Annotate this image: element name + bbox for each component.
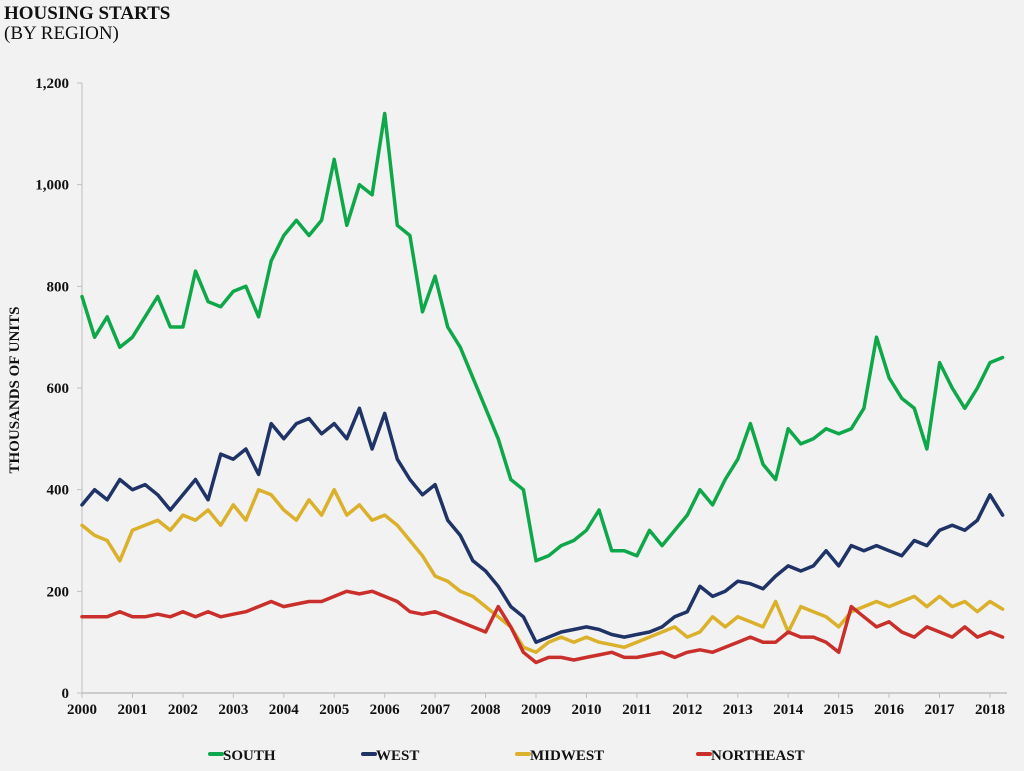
- x-tick-label: 2018: [975, 702, 1005, 718]
- legend: SOUTH WEST MIDWEST NORTHEAST: [208, 748, 805, 764]
- x-tick-label: 2014: [773, 702, 804, 718]
- legend-label: MIDWEST: [530, 748, 604, 764]
- x-tick-label: 2005: [319, 702, 349, 718]
- x-tick-label: 2000: [67, 702, 97, 718]
- x-tick-label: 2002: [168, 702, 198, 718]
- x-tick-label: 2010: [571, 702, 601, 718]
- x-tick-label: 2016: [874, 702, 905, 718]
- legend-label: SOUTH: [223, 748, 276, 764]
- y-tick-label: 800: [47, 279, 70, 295]
- x-tick-label: 2007: [420, 702, 451, 718]
- x-tick-label: 2001: [117, 702, 147, 718]
- series-line-west: [80, 406, 1005, 644]
- legend-item-west: WEST: [361, 748, 419, 764]
- series-lines: [80, 111, 1005, 665]
- x-tick-label: 2017: [925, 702, 956, 718]
- legend-label: NORTHEAST: [711, 748, 805, 764]
- legend-label: WEST: [376, 748, 419, 764]
- y-tick-label: 200: [47, 584, 70, 600]
- x-tick-label: 2008: [471, 702, 501, 718]
- legend-item-midwest: MIDWEST: [515, 748, 604, 764]
- y-axis-label: THOUSANDS OF UNITS: [7, 307, 23, 474]
- series-line-midwest: [80, 487, 1005, 655]
- chart-title: HOUSING STARTS: [4, 3, 171, 24]
- chart-subtitle: (BY REGION): [4, 23, 119, 44]
- legend-item-south: SOUTH: [208, 748, 276, 764]
- series-line-northeast: [80, 589, 1005, 665]
- x-tick-label: 2004: [269, 702, 300, 718]
- x-tick-label: 2009: [521, 702, 551, 718]
- y-tick-label: 400: [47, 483, 70, 499]
- y-tick-label: 1,000: [35, 178, 69, 194]
- axes: 0 200 400 600 800 1,000 1,200 2000 2001 2002 2003 2…: [35, 76, 1007, 718]
- y-tick-label: 600: [47, 381, 70, 397]
- x-tick-label: 2006: [370, 702, 401, 718]
- y-tick-label: 1,200: [35, 76, 69, 92]
- x-tick-label: 2012: [672, 702, 702, 718]
- x-tick-label: 2011: [622, 702, 651, 718]
- x-tick-label: 2015: [824, 702, 854, 718]
- x-tick-label: 2003: [218, 702, 248, 718]
- y-tick-label: 0: [62, 686, 70, 702]
- legend-item-northeast: NORTHEAST: [696, 748, 805, 764]
- series-line-south: [80, 111, 1005, 563]
- x-tick-label: 2013: [723, 702, 753, 718]
